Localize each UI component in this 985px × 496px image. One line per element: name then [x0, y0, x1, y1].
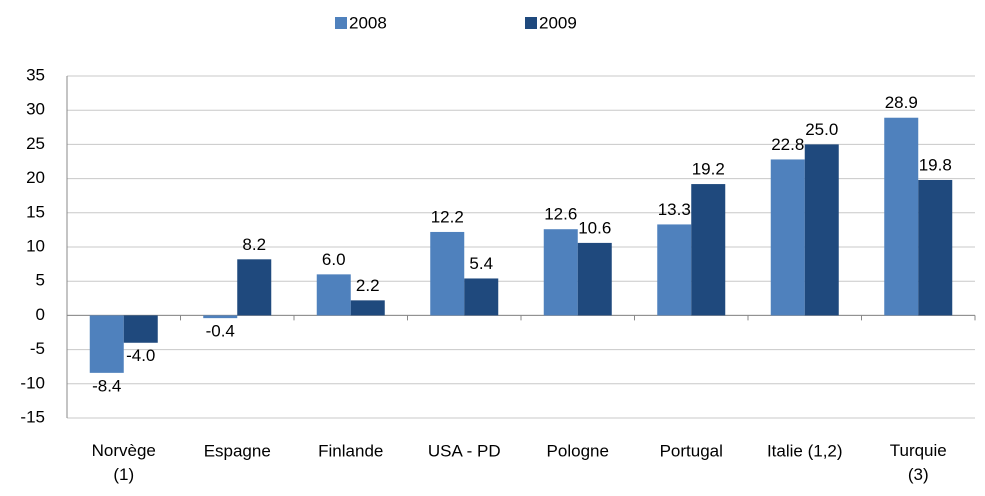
x-tick-label: Italie (1,2) [767, 441, 843, 460]
bar [203, 315, 238, 319]
x-tick-label: Norvège (1) [92, 441, 156, 484]
y-tick-label: 35 [26, 65, 45, 84]
bar [691, 184, 726, 316]
data-label: 2.2 [356, 276, 380, 295]
data-label: -0.4 [206, 322, 235, 341]
legend-swatch [335, 17, 347, 29]
data-label: 19.8 [919, 155, 952, 174]
bar [316, 274, 351, 316]
bar [918, 179, 953, 316]
bar [543, 229, 578, 316]
y-tick-label: 5 [36, 271, 45, 290]
legend-label: 2009 [539, 13, 577, 32]
y-tick-label: 15 [26, 202, 45, 221]
y-tick-label: 30 [26, 100, 45, 119]
y-tick-label: -10 [20, 373, 45, 392]
data-label: 12.6 [544, 205, 577, 224]
y-tick-label: 0 [36, 305, 45, 324]
bar [804, 144, 839, 316]
data-label: 12.2 [431, 207, 464, 226]
x-tick-label: Turquie (3) [890, 441, 947, 484]
y-tick-label: 25 [26, 134, 45, 153]
bar [430, 231, 465, 316]
bar [657, 224, 692, 316]
data-label: 25.0 [805, 120, 838, 139]
bar [123, 315, 158, 343]
x-tick-label: Finlande [318, 441, 383, 460]
x-tick-label: Pologne [547, 441, 609, 460]
data-label: 19.2 [692, 160, 725, 179]
bar [884, 117, 919, 316]
data-label: 28.9 [885, 93, 918, 112]
data-label: -8.4 [92, 376, 121, 395]
data-label: 22.8 [771, 135, 804, 154]
data-label: 6.0 [322, 250, 346, 269]
data-label: 13.3 [658, 200, 691, 219]
data-label: 5.4 [469, 254, 493, 273]
y-tick-label: -15 [20, 407, 45, 426]
data-label: 10.6 [578, 218, 611, 237]
bar [577, 242, 612, 316]
y-tick-label: -5 [30, 339, 45, 358]
bar [770, 159, 805, 316]
bar [350, 300, 385, 316]
bar [89, 315, 124, 373]
legend-swatch [525, 17, 537, 29]
data-label: -4.0 [126, 346, 155, 365]
x-tick-label: USA - PD [428, 441, 501, 460]
bar [237, 259, 272, 316]
x-tick-label: Espagne [204, 441, 271, 460]
data-label: 8.2 [242, 235, 266, 254]
y-tick-label: 20 [26, 168, 45, 187]
legend-label: 2008 [349, 13, 387, 32]
bar [464, 278, 499, 316]
y-tick-label: 10 [26, 236, 45, 255]
x-tick-label: Portugal [660, 441, 723, 460]
